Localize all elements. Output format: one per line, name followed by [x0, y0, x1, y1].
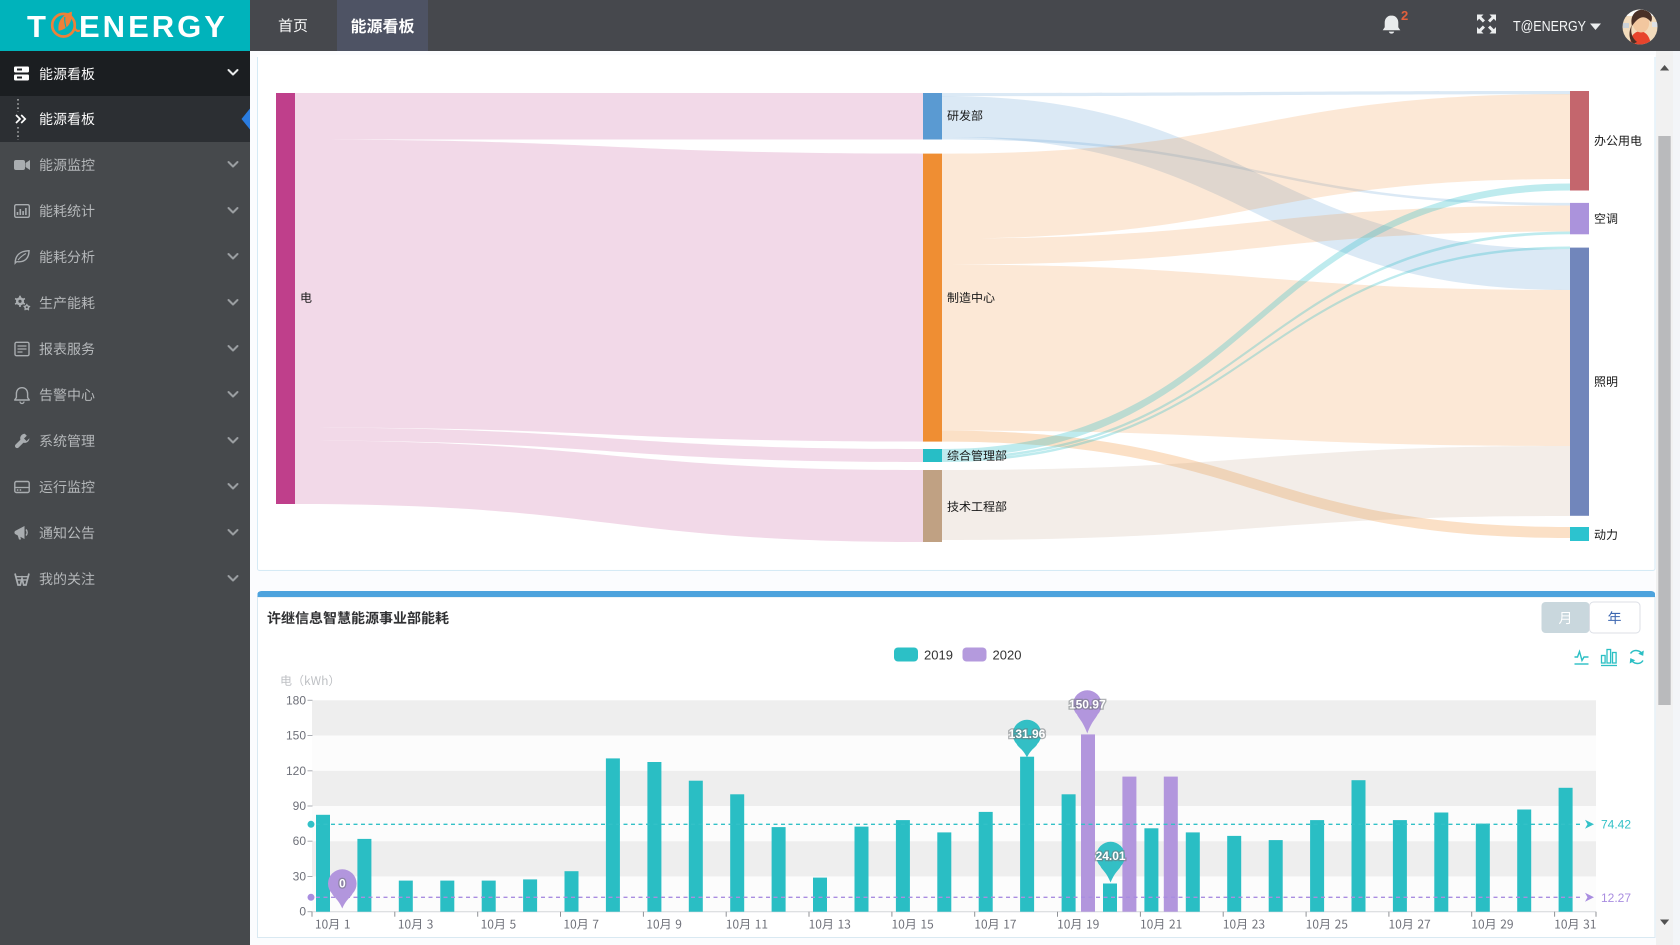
svg-text:ENERGY: ENERGY [79, 9, 228, 44]
svg-text:T: T [27, 9, 46, 44]
svg-text:74.42: 74.42 [1601, 818, 1631, 832]
svg-text:12.27: 12.27 [1601, 891, 1631, 905]
svg-text:60: 60 [293, 834, 307, 848]
svg-text:150.97: 150.97 [1069, 698, 1106, 712]
svg-text:180: 180 [286, 693, 306, 707]
svg-text:2: 2 [1401, 8, 1408, 23]
svg-text:131.96: 131.96 [1009, 727, 1046, 741]
svg-text:2019: 2019 [924, 648, 953, 663]
svg-text:24.01: 24.01 [1096, 849, 1126, 863]
svg-text:0: 0 [339, 877, 346, 891]
svg-text:T@ENERGY: T@ENERGY [1513, 18, 1586, 35]
svg-text:0: 0 [339, 877, 346, 891]
svg-text:30: 30 [293, 870, 307, 884]
svg-text:150.97: 150.97 [1069, 698, 1106, 712]
svg-text:2020: 2020 [993, 648, 1022, 663]
svg-text:24.01: 24.01 [1096, 849, 1126, 863]
svg-text:90: 90 [293, 799, 307, 813]
svg-text:120: 120 [286, 764, 306, 778]
svg-text:150: 150 [286, 729, 306, 743]
svg-text:131.96: 131.96 [1009, 727, 1046, 741]
svg-text:0: 0 [299, 905, 306, 919]
